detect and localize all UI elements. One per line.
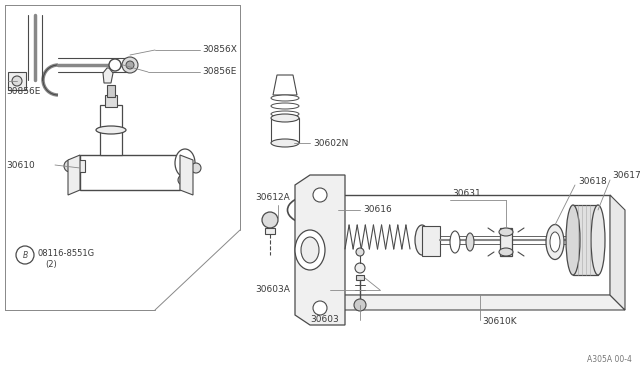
Circle shape <box>262 212 278 228</box>
Ellipse shape <box>96 126 126 134</box>
Polygon shape <box>103 68 113 83</box>
Polygon shape <box>180 155 193 195</box>
Bar <box>330 195 610 295</box>
Bar <box>573 205 598 275</box>
Ellipse shape <box>175 149 195 177</box>
Text: 30618: 30618 <box>578 176 607 186</box>
Circle shape <box>64 160 76 172</box>
Bar <box>107 85 115 97</box>
Polygon shape <box>330 295 625 310</box>
Polygon shape <box>273 75 297 95</box>
Bar <box>73 160 85 172</box>
Ellipse shape <box>466 233 474 251</box>
Ellipse shape <box>499 228 513 236</box>
Text: 30856X: 30856X <box>202 45 237 55</box>
Ellipse shape <box>450 231 460 253</box>
Circle shape <box>355 263 365 273</box>
Ellipse shape <box>271 111 299 117</box>
Circle shape <box>16 246 34 264</box>
Text: 30631: 30631 <box>452 189 481 199</box>
Text: 08116-8551G: 08116-8551G <box>38 248 95 257</box>
Text: 30610: 30610 <box>6 160 35 170</box>
Bar <box>180 162 192 174</box>
Ellipse shape <box>271 103 299 109</box>
Ellipse shape <box>301 237 319 263</box>
Text: A305A 00-4: A305A 00-4 <box>587 356 632 365</box>
Bar <box>325 200 337 208</box>
Ellipse shape <box>546 224 564 260</box>
Bar <box>422 226 440 256</box>
Polygon shape <box>610 195 625 310</box>
Ellipse shape <box>271 139 299 147</box>
Circle shape <box>109 59 121 71</box>
Ellipse shape <box>415 225 429 255</box>
Circle shape <box>122 57 138 73</box>
Bar <box>80 155 180 190</box>
Text: 30603: 30603 <box>310 315 339 324</box>
Ellipse shape <box>295 230 325 270</box>
Text: 30612A: 30612A <box>255 193 290 202</box>
Text: 30856E: 30856E <box>6 87 40 96</box>
Bar <box>500 228 512 256</box>
Bar <box>265 228 275 234</box>
Bar <box>105 95 117 107</box>
Circle shape <box>178 175 188 185</box>
Text: B: B <box>22 250 28 260</box>
Text: 30616: 30616 <box>363 205 392 215</box>
Bar <box>356 275 364 280</box>
Text: 30603A: 30603A <box>255 285 290 295</box>
Ellipse shape <box>271 95 299 101</box>
Circle shape <box>356 248 364 256</box>
Circle shape <box>191 163 201 173</box>
Polygon shape <box>295 175 345 325</box>
Bar <box>271 118 299 143</box>
Ellipse shape <box>499 248 513 256</box>
Ellipse shape <box>591 205 605 275</box>
Bar <box>100 105 122 155</box>
Polygon shape <box>68 155 80 195</box>
Text: (2): (2) <box>45 260 57 269</box>
Ellipse shape <box>271 114 299 122</box>
Bar <box>310 204 340 216</box>
Circle shape <box>313 301 327 315</box>
Bar <box>8 72 26 90</box>
Text: 30602N: 30602N <box>313 138 348 148</box>
Circle shape <box>354 299 366 311</box>
Ellipse shape <box>550 232 560 252</box>
Circle shape <box>313 188 327 202</box>
Text: 30856E: 30856E <box>202 67 236 77</box>
Circle shape <box>126 61 134 69</box>
Ellipse shape <box>566 205 580 275</box>
Text: 30610K: 30610K <box>482 317 516 327</box>
Circle shape <box>12 76 22 86</box>
Text: 30617: 30617 <box>612 171 640 180</box>
